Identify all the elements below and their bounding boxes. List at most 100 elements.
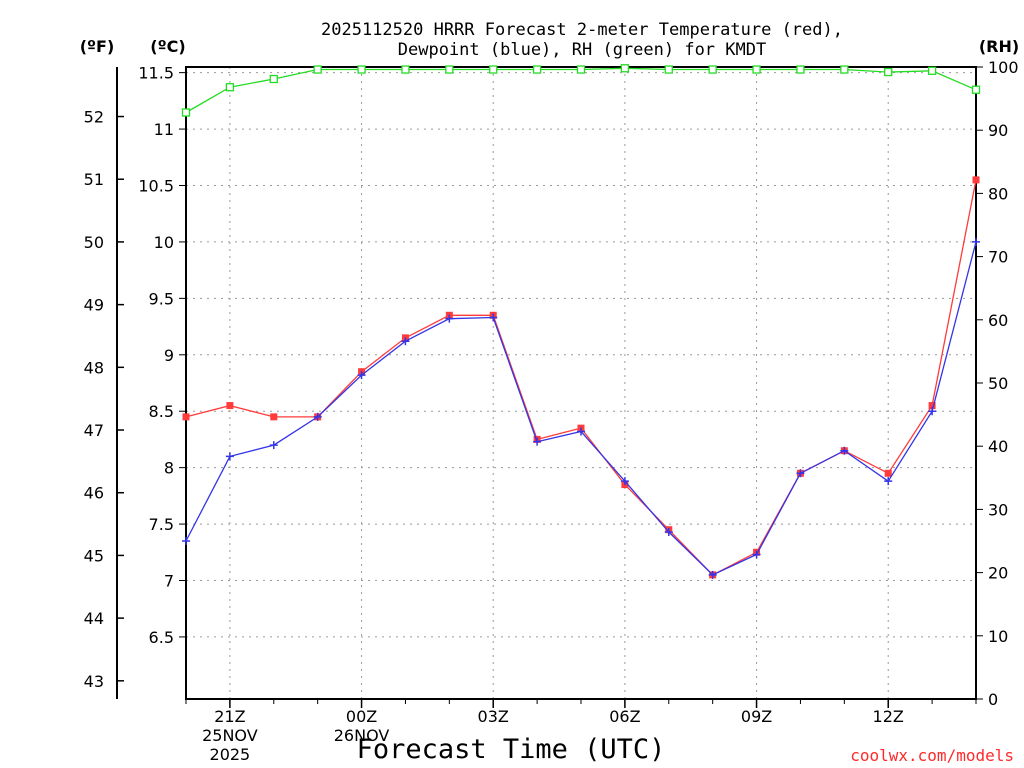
fahrenheit-tick-label: 47	[84, 421, 104, 440]
rh-point	[401, 65, 410, 74]
dewpoint-point	[489, 313, 498, 322]
fahrenheit-tick-label: 48	[84, 358, 104, 377]
rh-point	[884, 67, 893, 77]
dewpoint-point	[401, 337, 410, 346]
temperature-point	[928, 402, 936, 410]
rh-tick-label: 20	[988, 564, 1008, 583]
temperature-line	[185, 179, 977, 576]
gridlines	[186, 67, 976, 699]
temperature-point	[226, 402, 234, 410]
dewpoint-point	[313, 412, 322, 421]
celsius-unit-label: (ºC)	[150, 37, 185, 56]
x-tick-label: 09Z	[741, 707, 772, 726]
rh-point	[752, 65, 761, 74]
fahrenheit-tick-label: 43	[84, 672, 104, 691]
fahrenheit-tick-label: 52	[84, 108, 104, 127]
celsius-tick-label: 10	[154, 233, 174, 252]
dewpoint-point	[708, 570, 717, 579]
rh-point	[708, 65, 717, 74]
x-axis-label: Forecast Time (UTC)	[357, 734, 666, 765]
x-tick-label: 26NOV	[334, 726, 390, 745]
rh-point	[225, 83, 235, 92]
dewpoint-point	[445, 314, 454, 323]
rh-point	[532, 65, 542, 74]
celsius-tick-label: 9.5	[149, 289, 174, 308]
rh-line	[185, 67, 977, 114]
rh-tick-label: 50	[988, 374, 1008, 393]
celsius-tick-label: 10.5	[138, 177, 174, 196]
temperature-point	[270, 413, 278, 421]
x-tick-label: 25NOV	[202, 726, 258, 745]
rh-unit-label: (RH)	[979, 37, 1019, 56]
dewpoint-point	[928, 407, 937, 416]
x-tick-label: 12Z	[873, 707, 904, 726]
rh-point	[313, 65, 322, 74]
x-tick-label: 21Z	[214, 707, 245, 726]
rh-tick-label: 10	[988, 627, 1008, 646]
rh-tick-label: 70	[988, 248, 1008, 267]
rh-tick-label: 30	[988, 500, 1008, 519]
temperature-point	[182, 413, 190, 421]
rh-point	[796, 65, 805, 74]
x-tick-label: 2025	[210, 745, 251, 764]
rh-tick-label: 40	[988, 437, 1008, 456]
fahrenheit-tick-label: 45	[84, 546, 104, 565]
rh-point	[445, 65, 454, 74]
axes: 6.5 7 7.5 8 8.5 9 9.5 10 10.5 11 11.5 43 44 45 46 47 48 4…	[84, 58, 1019, 764]
rh-tick-label: 60	[988, 311, 1008, 330]
fahrenheit-tick-label: 49	[84, 296, 104, 315]
fahrenheit-tick-label: 44	[84, 609, 104, 628]
fahrenheit-tick-label: 46	[84, 484, 104, 503]
temperature-point	[972, 176, 980, 184]
temperature-point	[884, 469, 892, 477]
dewpoint-point	[972, 237, 980, 246]
rh-point	[357, 65, 366, 74]
credit-link[interactable]: coolwx.com/models	[850, 746, 1014, 765]
dewpoint-point	[533, 437, 542, 446]
dewpoint-point	[225, 452, 234, 461]
celsius-tick-label: 11.5	[138, 64, 174, 83]
rh-point	[576, 65, 586, 74]
chart-title-line-2: Dewpoint (blue), RH (green) for KMDT	[398, 40, 766, 60]
dewpoint-point	[884, 477, 893, 486]
dewpoint-point	[840, 446, 849, 455]
fahrenheit-tick-label: 51	[84, 170, 104, 189]
celsius-tick-label: 6.5	[149, 628, 174, 647]
dewpoint-point	[269, 441, 278, 450]
chart-title-line-1: 2025112520 HRRR Forecast 2-meter Tempera…	[321, 20, 843, 40]
celsius-tick-label: 7.5	[149, 515, 174, 534]
dewpoint-point	[752, 550, 761, 559]
x-tick-label: 00Z	[346, 707, 377, 726]
rh-point	[971, 85, 981, 94]
x-tick-label: 06Z	[609, 707, 640, 726]
data-series	[181, 64, 981, 579]
rh-point	[927, 66, 937, 75]
rh-tick-label: 80	[988, 184, 1008, 203]
rh-point	[664, 65, 673, 74]
fahrenheit-tick-label: 50	[84, 233, 104, 252]
rh-point	[269, 74, 278, 84]
celsius-tick-label: 9	[164, 346, 174, 365]
rh-tick-label: 0	[988, 690, 998, 709]
rh-point	[489, 65, 498, 74]
fahrenheit-unit-label: (ºF)	[80, 37, 115, 56]
rh-tick-label: 90	[988, 121, 1008, 140]
dewpoint-line	[185, 241, 977, 576]
celsius-tick-label: 7	[164, 572, 174, 591]
plot-frame	[185, 66, 977, 700]
dewpoint-point	[357, 371, 366, 380]
dewpoint-point	[664, 527, 673, 536]
rh-point	[181, 108, 191, 117]
celsius-tick-label: 8.5	[149, 402, 174, 421]
dewpoint-point	[577, 427, 585, 436]
dewpoint-point	[182, 537, 190, 545]
rh-point	[840, 65, 849, 74]
rh-point	[620, 64, 630, 73]
x-tick-label: 03Z	[478, 707, 509, 726]
celsius-tick-label: 11	[154, 120, 174, 139]
celsius-tick-label: 8	[164, 459, 174, 478]
rh-tick-label: 100	[988, 58, 1019, 77]
dewpoint-point	[620, 477, 629, 486]
dewpoint-point	[796, 469, 805, 478]
